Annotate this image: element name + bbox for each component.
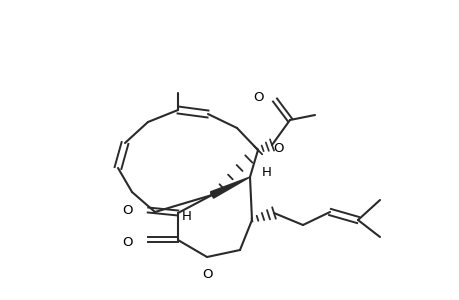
Text: O: O xyxy=(202,268,213,281)
Text: H: H xyxy=(182,210,191,223)
Text: H: H xyxy=(262,166,271,178)
Text: O: O xyxy=(253,91,263,103)
Polygon shape xyxy=(210,177,249,198)
Text: O: O xyxy=(122,203,133,217)
Text: O: O xyxy=(122,236,133,250)
Text: O: O xyxy=(272,142,283,154)
